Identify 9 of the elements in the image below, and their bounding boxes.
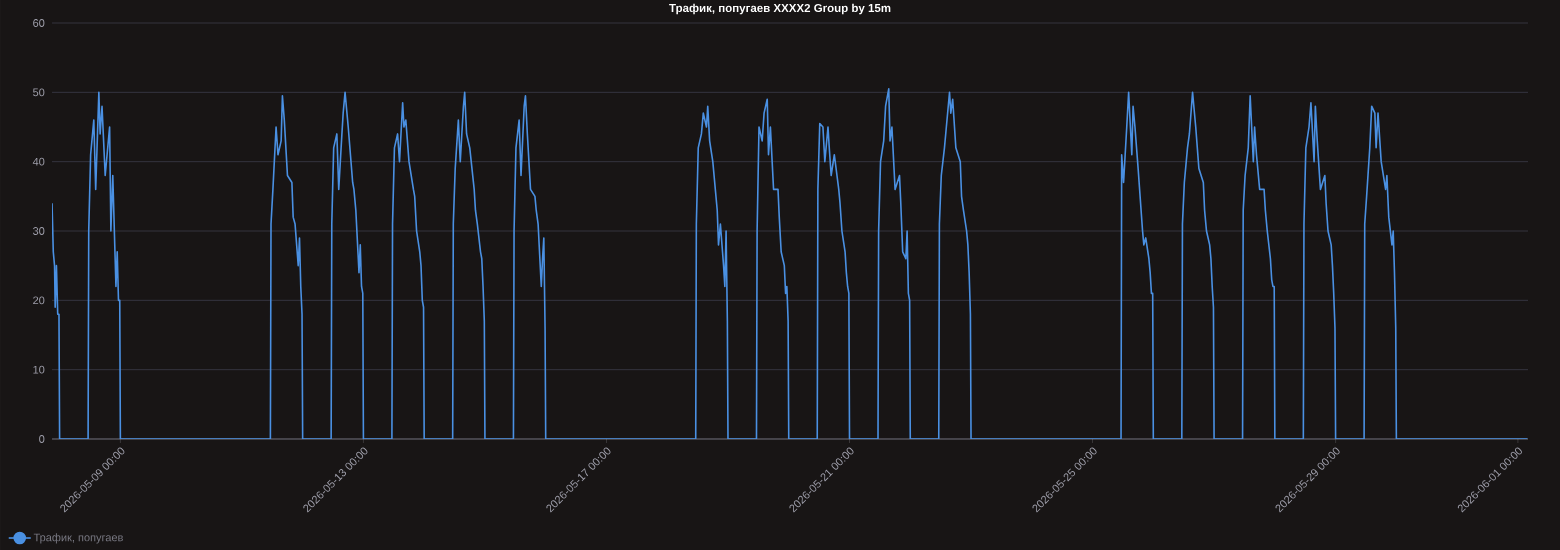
legend-label: Трафик, попугаев [33, 533, 123, 544]
y-tick-label: 50 [33, 88, 45, 97]
y-tick-label: 0 [39, 435, 45, 443]
y-tick-label: 30 [33, 227, 45, 235]
y-tick-label: 40 [32, 157, 45, 166]
chart-title: Трафик, попугаев XXXX2 Group by 15m [669, 3, 891, 15]
y-tick-label: 20 [33, 296, 45, 305]
y-tick-label: 60 [33, 19, 45, 27]
y-tick-label: 10 [33, 365, 45, 374]
